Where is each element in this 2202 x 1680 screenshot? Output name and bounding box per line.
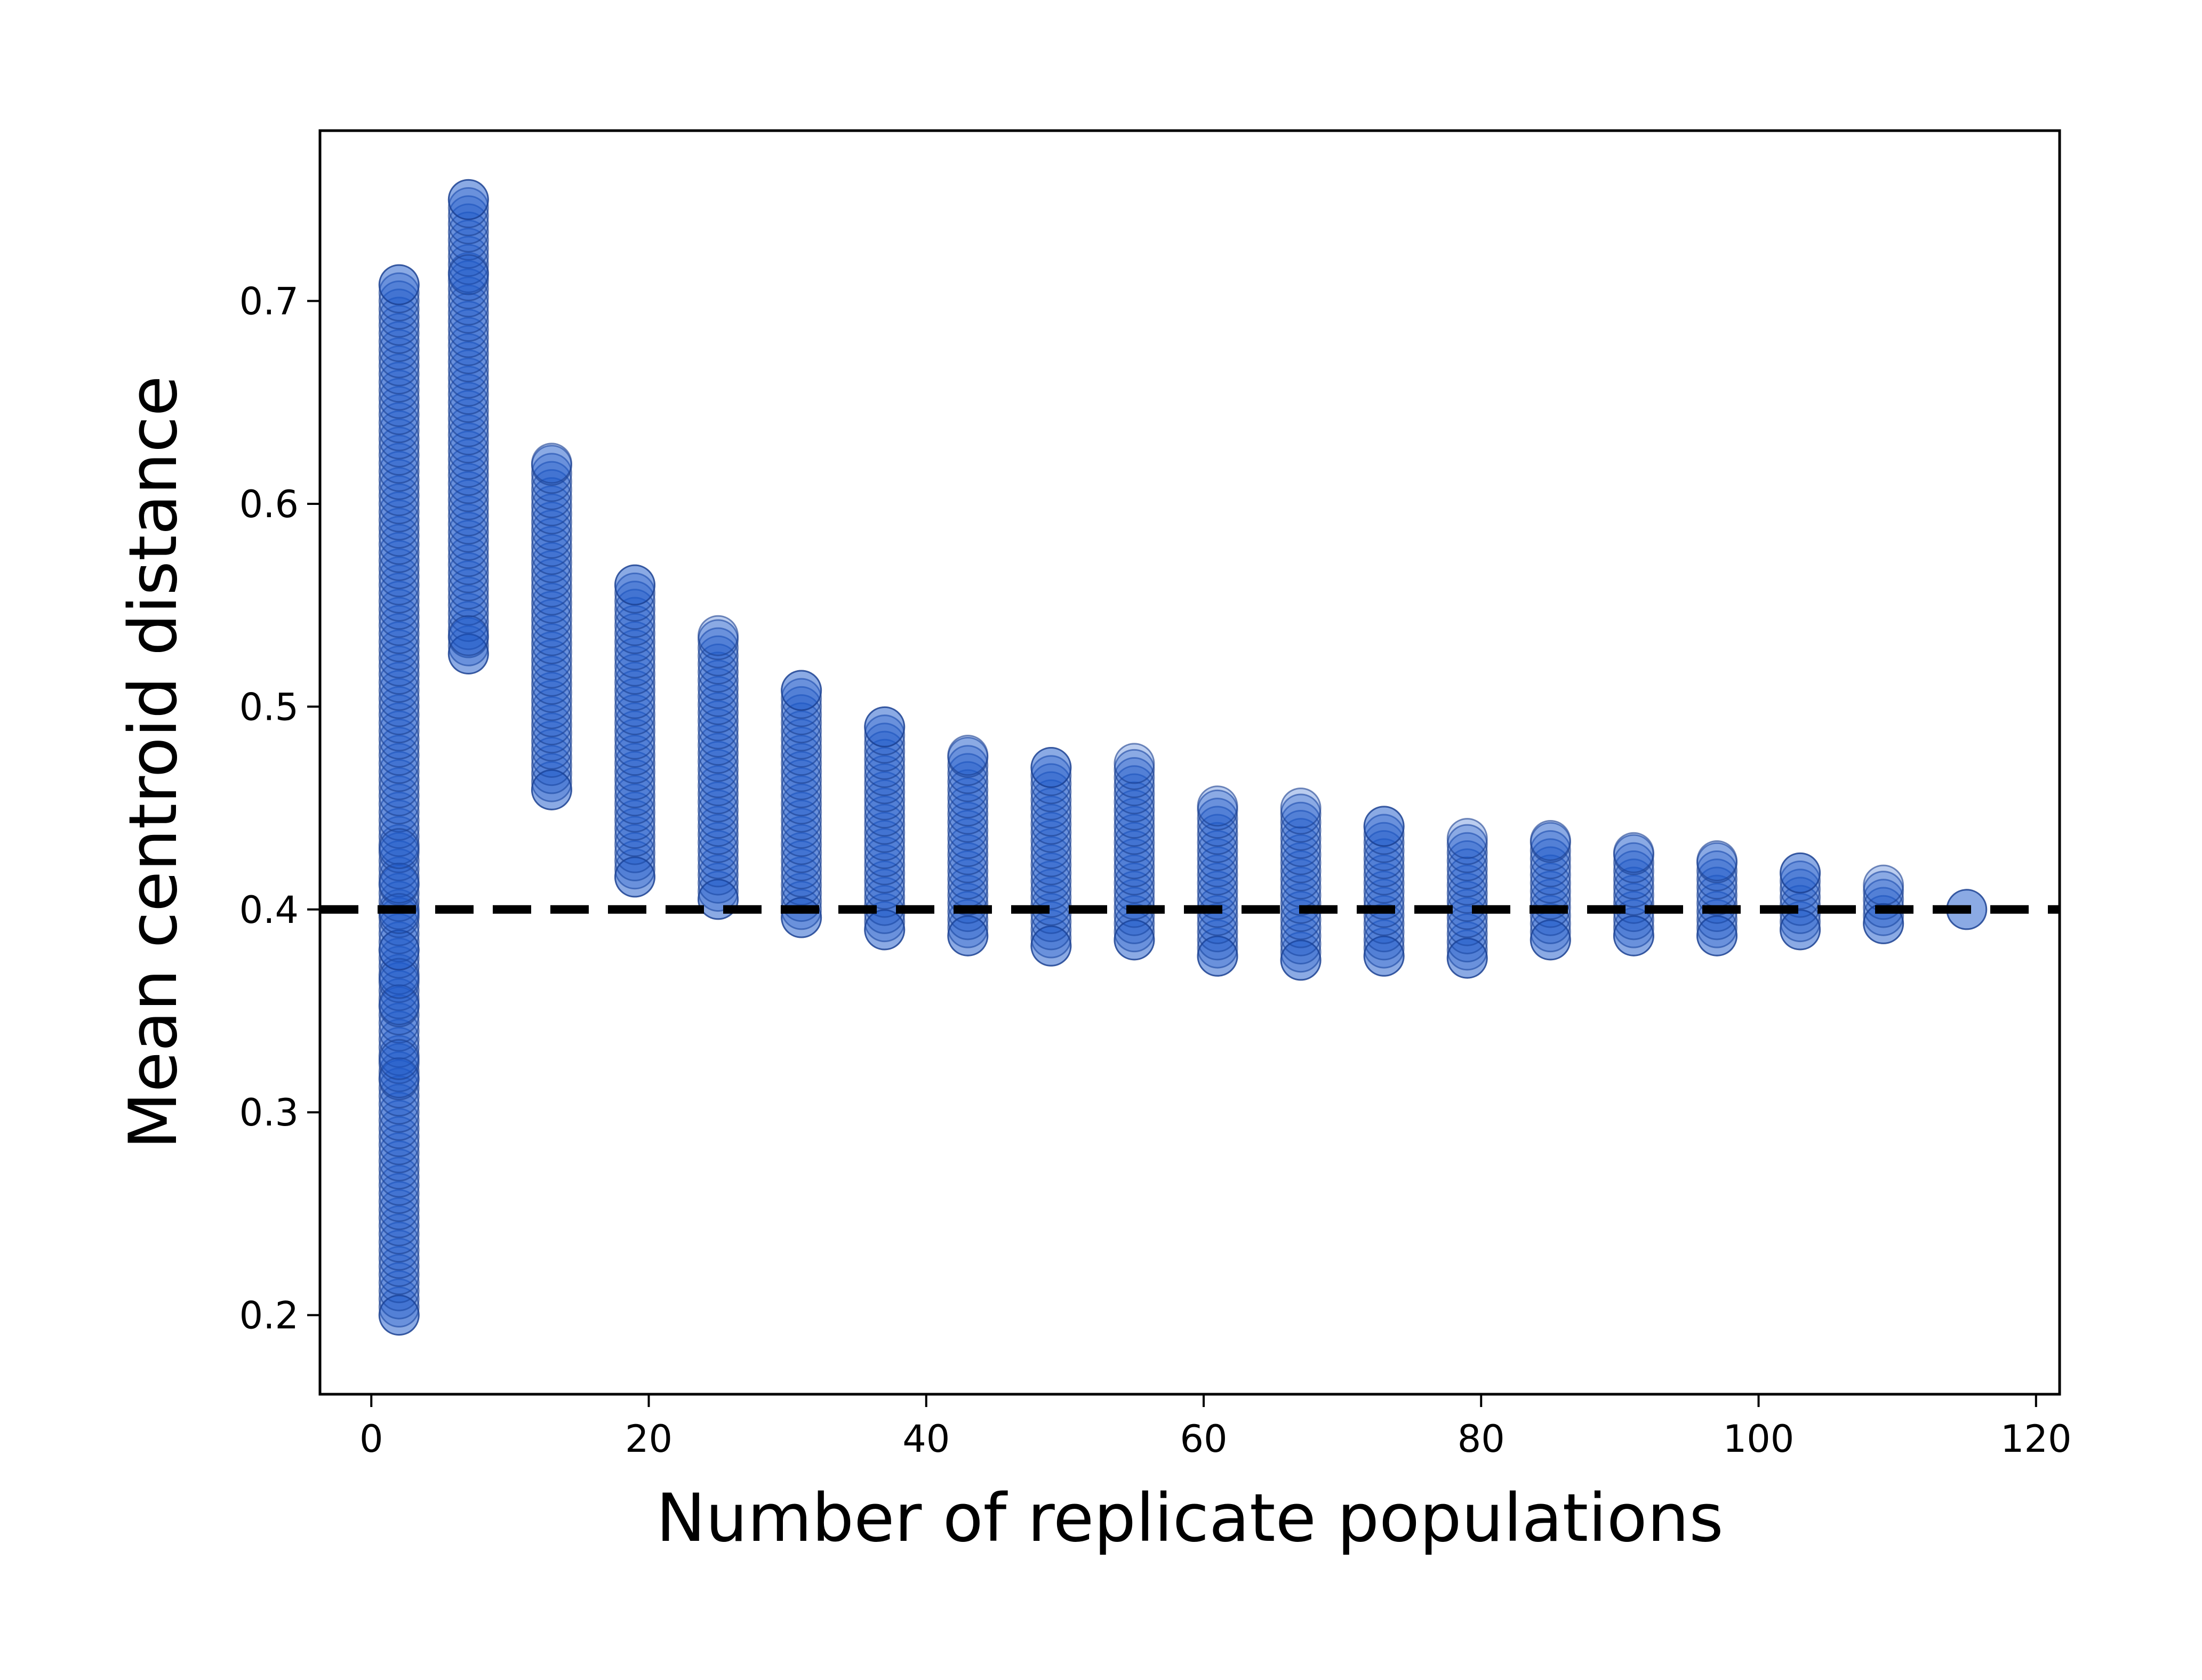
data-point (1863, 864, 1904, 906)
data-point (378, 1295, 420, 1336)
point-column (864, 706, 906, 951)
data-point (378, 264, 420, 306)
y-axis-title: Mean centroid distance (115, 375, 192, 1149)
data-point (1363, 806, 1405, 847)
data-point (1613, 915, 1654, 956)
data-point (531, 443, 572, 484)
data-point (447, 254, 489, 295)
point-column (1530, 819, 1571, 961)
data-point (1197, 785, 1238, 827)
data-point (1446, 818, 1488, 859)
data-point (864, 706, 906, 747)
data-point (614, 564, 655, 606)
data-point (1280, 787, 1322, 829)
x-tick-label: 120 (2000, 1417, 2072, 1461)
data-point (1696, 840, 1737, 882)
data-point (378, 828, 420, 870)
point-column (1446, 818, 1488, 979)
data-point (1696, 915, 1737, 956)
data-point (447, 179, 489, 220)
point-column (1114, 743, 1155, 961)
x-tick-label: 0 (359, 1417, 383, 1461)
x-tick-label: 20 (625, 1417, 672, 1461)
data-point (531, 769, 572, 810)
point-column (1863, 864, 1904, 944)
point-column (698, 615, 739, 920)
y-axis: 0.2 0.3 0.4 0.5 0.6 0.7 (239, 280, 320, 1338)
x-tick-label: 80 (1458, 1417, 1505, 1461)
x-axis: 0 20 40 60 80 100 120 (359, 1394, 2072, 1461)
data-point (1780, 852, 1821, 894)
data-point (1280, 939, 1322, 981)
y-tick-label: 0.6 (239, 483, 299, 526)
point-column (1780, 852, 1821, 951)
point-column (1030, 747, 1072, 967)
point-column (1363, 806, 1405, 977)
data-point (1280, 793, 1322, 835)
data-point (447, 633, 489, 674)
point-column (781, 670, 822, 938)
data-point (378, 958, 420, 999)
data-point (614, 856, 655, 898)
data-point (1530, 919, 1571, 961)
point-column (1197, 785, 1238, 977)
x-tick-label: 60 (1180, 1417, 1227, 1461)
point-column (1613, 832, 1654, 956)
data-point (864, 909, 906, 951)
data-point (947, 735, 989, 776)
plot-area-frame (318, 129, 2061, 1396)
point-column (1696, 840, 1737, 956)
data-point (1446, 824, 1488, 865)
point-column (447, 179, 489, 674)
y-tick-label: 0.7 (239, 280, 299, 324)
data-points (378, 179, 1988, 1336)
data-point (698, 615, 739, 656)
data-point (1030, 925, 1072, 967)
x-tick-label: 100 (1723, 1417, 1795, 1461)
data-point (1863, 903, 1904, 944)
data-point (1613, 832, 1654, 873)
data-point (378, 1057, 420, 1099)
point-column (531, 443, 572, 810)
data-point (1030, 747, 1072, 789)
data-point (1197, 935, 1238, 977)
data-point (1114, 743, 1155, 784)
data-point (447, 615, 489, 656)
x-tick-label: 40 (902, 1417, 950, 1461)
point-column (614, 564, 655, 898)
data-point (1780, 909, 1821, 951)
point-column (947, 735, 989, 956)
data-point (781, 897, 822, 938)
y-tick-label: 0.2 (239, 1294, 299, 1338)
x-axis-title: Number of replicate populations (656, 1480, 1724, 1557)
data-point (378, 862, 420, 904)
data-point (1530, 819, 1571, 861)
data-point (947, 915, 989, 956)
data-point (1446, 937, 1488, 979)
data-point (1114, 919, 1155, 961)
point-column (1280, 787, 1322, 981)
data-point (1363, 935, 1405, 977)
y-tick-label: 0.4 (239, 888, 299, 932)
point-column (378, 264, 420, 1336)
data-point (781, 670, 822, 711)
y-tick-label: 0.5 (239, 685, 299, 729)
data-point (378, 1039, 420, 1080)
data-point (378, 929, 420, 971)
y-tick-label: 0.3 (239, 1091, 299, 1135)
data-point (1114, 749, 1155, 790)
